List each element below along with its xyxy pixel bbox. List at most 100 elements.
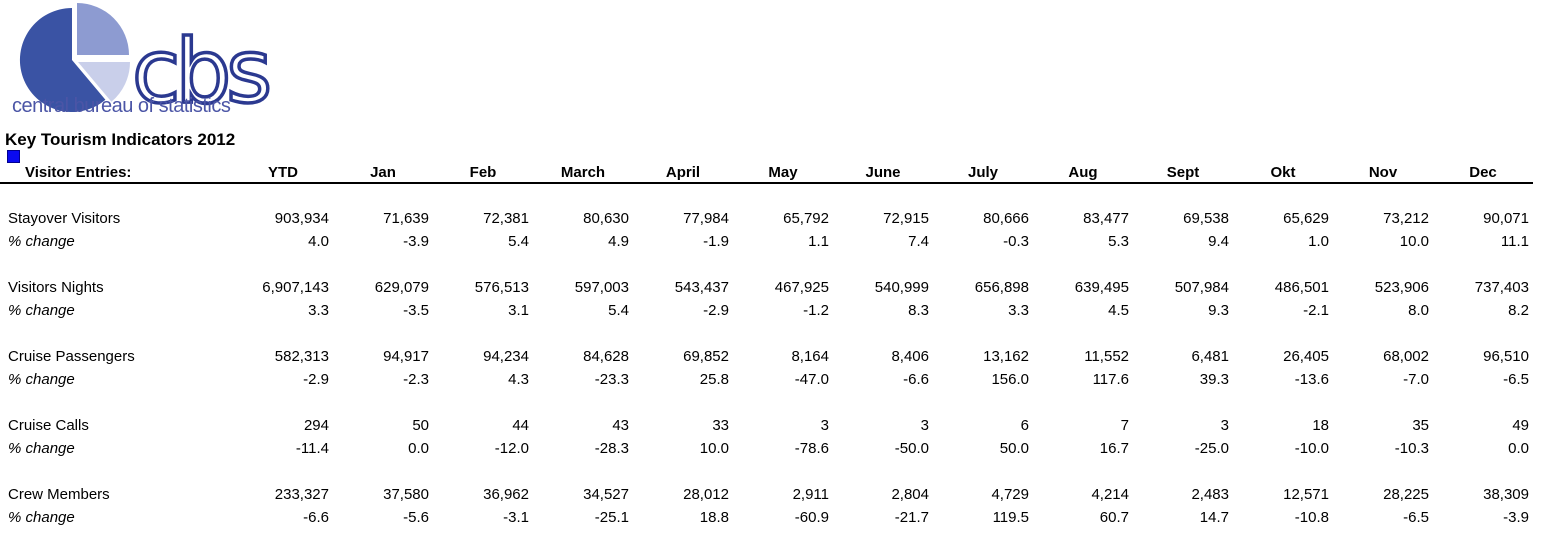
cell[interactable]: -78.6 <box>794 440 829 457</box>
row-label[interactable]: Cruise Passengers <box>8 348 135 365</box>
cell[interactable]: 13,162 <box>983 348 1029 365</box>
cell[interactable]: 486,501 <box>1274 279 1329 296</box>
cell[interactable]: -11.4 <box>295 440 329 457</box>
cell[interactable]: 44 <box>512 417 529 434</box>
column-header-june[interactable]: June <box>865 163 901 181</box>
cell[interactable]: 5.4 <box>508 233 529 250</box>
cell[interactable]: -47.0 <box>794 371 829 388</box>
cell[interactable]: 49 <box>1512 417 1529 434</box>
cell[interactable]: 68,002 <box>1383 348 1429 365</box>
cell[interactable]: -28.3 <box>594 440 629 457</box>
cell[interactable]: 156.0 <box>991 371 1029 388</box>
column-header-okt[interactable]: Okt <box>1270 163 1296 181</box>
cell[interactable]: 8,164 <box>791 348 829 365</box>
cell[interactable]: -2.1 <box>1303 302 1329 319</box>
cell[interactable]: 2,804 <box>891 486 929 503</box>
cell[interactable]: -25.0 <box>1194 440 1229 457</box>
cell[interactable]: 80,630 <box>583 210 629 227</box>
row-label[interactable]: % change <box>8 440 75 457</box>
cell[interactable]: 12,571 <box>1283 486 1329 503</box>
cell[interactable]: 7 <box>1120 417 1129 434</box>
cell[interactable]: -2.3 <box>403 371 429 388</box>
cell[interactable]: 0.0 <box>1508 440 1529 457</box>
column-header-dec[interactable]: Dec <box>1469 163 1497 181</box>
cell[interactable]: 33 <box>712 417 729 434</box>
cell[interactable]: 16.7 <box>1099 440 1129 457</box>
cell[interactable]: 6,907,143 <box>262 279 329 296</box>
cell[interactable]: 507,984 <box>1174 279 1229 296</box>
cell[interactable]: 3.3 <box>1008 302 1029 319</box>
row-label[interactable]: % change <box>8 233 75 250</box>
cell[interactable]: 5.3 <box>1108 233 1129 250</box>
cell[interactable]: 3.1 <box>508 302 529 319</box>
cell[interactable]: 71,639 <box>383 210 429 227</box>
cell[interactable]: 117.6 <box>1092 371 1129 388</box>
cell[interactable]: 576,513 <box>474 279 529 296</box>
column-header-nov[interactable]: Nov <box>1368 163 1398 181</box>
cell[interactable]: 8,406 <box>891 348 929 365</box>
row-label[interactable]: % change <box>8 509 75 526</box>
row-label[interactable]: % change <box>8 302 75 319</box>
cell[interactable]: 4,214 <box>1091 486 1129 503</box>
cell[interactable]: 5.4 <box>608 302 629 319</box>
cell[interactable]: 39.3 <box>1199 371 1229 388</box>
row-label[interactable]: Cruise Calls <box>8 417 89 434</box>
cell[interactable]: 903,934 <box>274 210 329 227</box>
cell[interactable]: 77,984 <box>683 210 729 227</box>
cell[interactable]: 540,999 <box>874 279 929 296</box>
row-label[interactable]: Stayover Visitors <box>8 210 121 227</box>
cell[interactable]: 72,915 <box>883 210 929 227</box>
cell[interactable]: 233,327 <box>274 486 329 503</box>
cell[interactable]: 467,925 <box>774 279 829 296</box>
column-header-jan[interactable]: Jan <box>370 163 396 181</box>
cell[interactable]: 26,405 <box>1283 348 1329 365</box>
cell[interactable]: 582,313 <box>274 348 329 365</box>
cell[interactable]: 18 <box>1312 417 1329 434</box>
cell[interactable]: 72,381 <box>483 210 529 227</box>
cell[interactable]: 737,403 <box>1474 279 1529 296</box>
cell[interactable]: -3.1 <box>503 509 529 526</box>
cell[interactable]: 9.4 <box>1208 233 1229 250</box>
cell[interactable]: 28,012 <box>683 486 729 503</box>
column-header-feb[interactable]: Feb <box>469 163 497 181</box>
cell[interactable]: 4.5 <box>1108 302 1129 319</box>
cell[interactable]: 8.0 <box>1408 302 1429 319</box>
cell[interactable]: 639,495 <box>1074 279 1129 296</box>
cell[interactable]: 10.0 <box>1399 233 1429 250</box>
cell[interactable]: -25.1 <box>594 509 629 526</box>
cell[interactable]: 90,071 <box>1483 210 1529 227</box>
cell[interactable]: -60.9 <box>794 509 829 526</box>
cell[interactable]: -10.8 <box>1294 509 1329 526</box>
selection-marker[interactable] <box>7 150 20 163</box>
cell[interactable]: 35 <box>1412 417 1429 434</box>
cell[interactable]: 9.3 <box>1208 302 1229 319</box>
cell[interactable]: -10.3 <box>1394 440 1429 457</box>
cell[interactable]: 43 <box>612 417 629 434</box>
cell[interactable]: 2,911 <box>792 486 829 503</box>
cell[interactable]: 4.0 <box>308 233 329 250</box>
cell[interactable]: -6.5 <box>1503 371 1529 388</box>
cell[interactable]: -1.9 <box>703 233 729 250</box>
cell[interactable]: 3 <box>820 417 829 434</box>
cell[interactable]: -21.7 <box>894 509 929 526</box>
cell[interactable]: 73,212 <box>1383 210 1429 227</box>
cell[interactable]: 4.9 <box>608 233 629 250</box>
cell[interactable]: 1.0 <box>1308 233 1329 250</box>
column-header-aug[interactable]: Aug <box>1068 163 1098 181</box>
cell[interactable]: -0.3 <box>1003 233 1029 250</box>
cell[interactable]: 37,580 <box>383 486 429 503</box>
cell[interactable]: -6.5 <box>1403 509 1429 526</box>
column-header-may[interactable]: May <box>768 163 798 181</box>
cell[interactable]: 18.8 <box>699 509 729 526</box>
cell[interactable]: 2,483 <box>1191 486 1229 503</box>
cell[interactable]: 656,898 <box>974 279 1029 296</box>
cell[interactable]: -23.3 <box>594 371 629 388</box>
cell[interactable]: -13.6 <box>1294 371 1329 388</box>
cell[interactable]: 11.1 <box>1500 233 1529 250</box>
cell[interactable]: 80,666 <box>983 210 1029 227</box>
cell[interactable]: -2.9 <box>303 371 329 388</box>
cell[interactable]: 60.7 <box>1099 509 1129 526</box>
cell[interactable]: 50.0 <box>999 440 1029 457</box>
cell[interactable]: 7.4 <box>908 233 929 250</box>
cell[interactable]: 597,003 <box>574 279 629 296</box>
